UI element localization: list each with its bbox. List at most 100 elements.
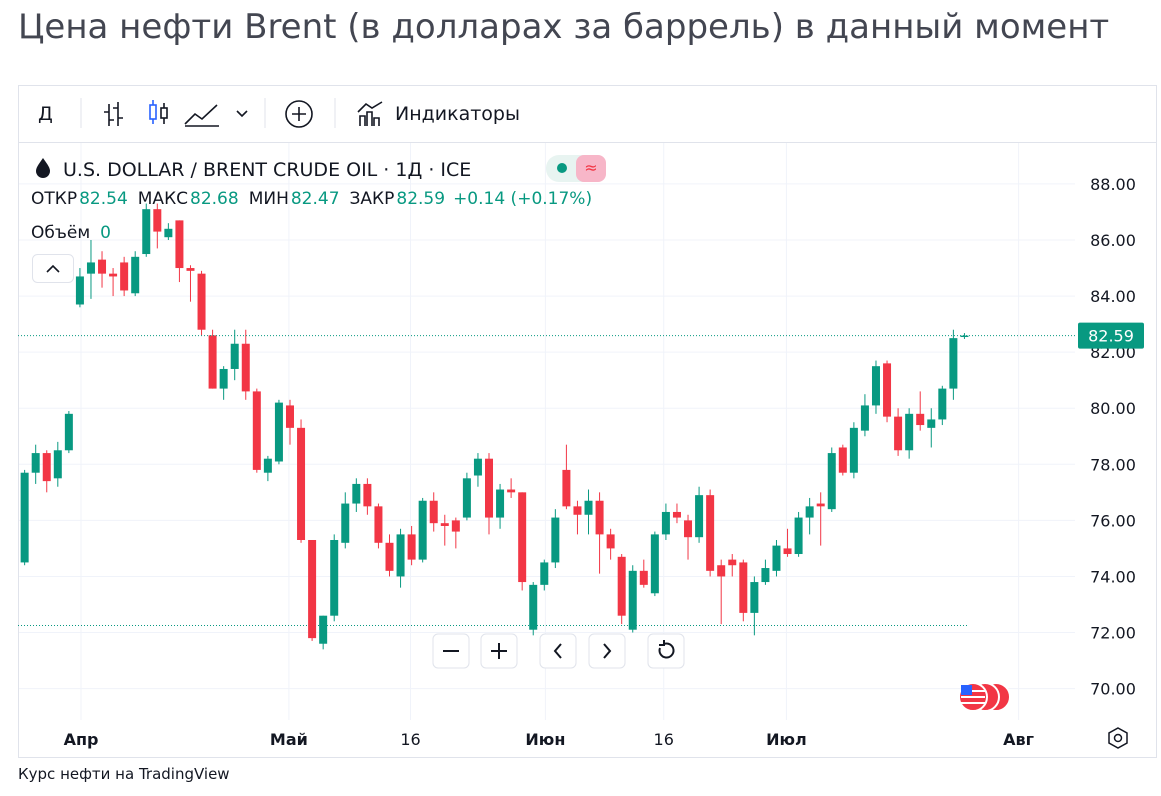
plot: 70.0072.0074.0076.0078.0080.0082.0084.00… [18,143,1144,749]
candle-body [451,520,460,532]
candle-body [319,615,328,644]
candle-body [827,453,836,510]
candle-body [153,209,162,232]
candle-body [739,562,748,613]
add-button[interactable] [285,100,313,128]
candle-body [75,276,84,305]
candle-body [684,520,693,538]
candle-body [805,506,814,518]
indicators-button[interactable]: Индикаторы [395,103,520,125]
interval-button[interactable]: Д [38,103,53,125]
indicators-icon[interactable] [357,101,383,126]
delay-icon: ≈ [584,158,597,177]
candle-body [308,539,317,639]
candle-body [42,453,51,482]
symbol-icon [36,158,50,178]
candle-body [540,562,549,585]
bar-style-icon[interactable] [104,100,248,127]
candle-body [164,228,173,238]
flag-icons [958,682,1011,712]
candle-body [175,220,184,269]
x-tick-label: 16 [400,730,420,749]
scroll-left-button[interactable] [539,633,577,669]
candle-body [672,511,681,518]
candle-body [440,523,449,526]
candle-body [661,511,670,535]
candle-body [783,548,792,555]
ohlc-legend: ОТКР 82.54 МАКС 82.68 МИН 82.47 ЗАКР 82.59 +0.14… [31,189,592,209]
candle-body [485,458,494,518]
candle-body [894,416,903,451]
scroll-right-button[interactable] [588,633,626,669]
candle-body [573,506,582,515]
candle-body [407,534,416,560]
y-tick-label: 76.00 [1090,511,1136,530]
x-tick-label: Июл [766,730,807,749]
candle-body [772,545,781,571]
y-tick-label: 88.00 [1090,175,1136,194]
x-tick-label: 16 [654,730,674,749]
candle-body [750,582,759,613]
x-tick-label: Апр [64,730,99,749]
candle-body [728,559,737,566]
candle-body [297,427,306,540]
collapse-button[interactable] [32,254,74,283]
x-tick-label: Авг [1003,730,1034,749]
y-tick-label: 78.00 [1090,455,1136,474]
candle-body [197,273,206,330]
candle-body [606,534,615,549]
settings-button[interactable] [1108,727,1128,749]
candle-body [628,570,637,630]
candle-body [186,268,195,271]
candle-body [396,534,405,577]
candle-body [208,335,217,389]
candle-body [473,458,482,476]
x-tick-label: Май [270,730,308,749]
candle-body [761,568,770,583]
candle-body [418,500,427,560]
candle-body [462,478,471,518]
candle-body [938,388,947,420]
candle-body [109,273,118,277]
candle-body [507,489,516,493]
candle-body [650,534,659,594]
candle-body [352,483,361,504]
candle-body [230,343,239,369]
candle-body [617,556,626,616]
candle-body [529,584,538,630]
candle-body [496,489,505,518]
footer-link[interactable]: Курс нефти на TradingView [18,765,230,783]
candle-body [706,495,715,571]
candle-body [142,209,151,255]
candle-body [429,500,438,524]
candle-body [595,500,604,535]
candle-body [274,402,283,462]
candle-body [363,483,372,507]
candle-body [252,391,261,470]
symbol-name: U.S. DOLLAR / BRENT CRUDE OIL · 1Д · ICE [63,159,471,181]
candle-body [916,413,925,426]
candle-body [263,458,272,473]
candle-body [838,447,847,473]
candle-body [639,570,648,585]
candle-body [20,472,29,563]
delay-badge [576,155,606,182]
candle-body [717,565,726,577]
candle-body [341,503,350,543]
candle-body [927,419,936,428]
candle-body [374,506,383,543]
candle-body [794,517,803,555]
candle-body [551,517,560,563]
candle-body [31,453,40,473]
candle-body [883,363,892,417]
candle-body [860,405,869,431]
candle-body [131,256,140,294]
reset-button[interactable] [647,633,685,669]
candle-body [695,495,704,538]
candle-body [949,338,958,389]
y-tick-label: 70.00 [1090,680,1136,699]
y-tick-label: 72.00 [1090,624,1136,643]
x-tick-label: Июн [525,730,565,749]
